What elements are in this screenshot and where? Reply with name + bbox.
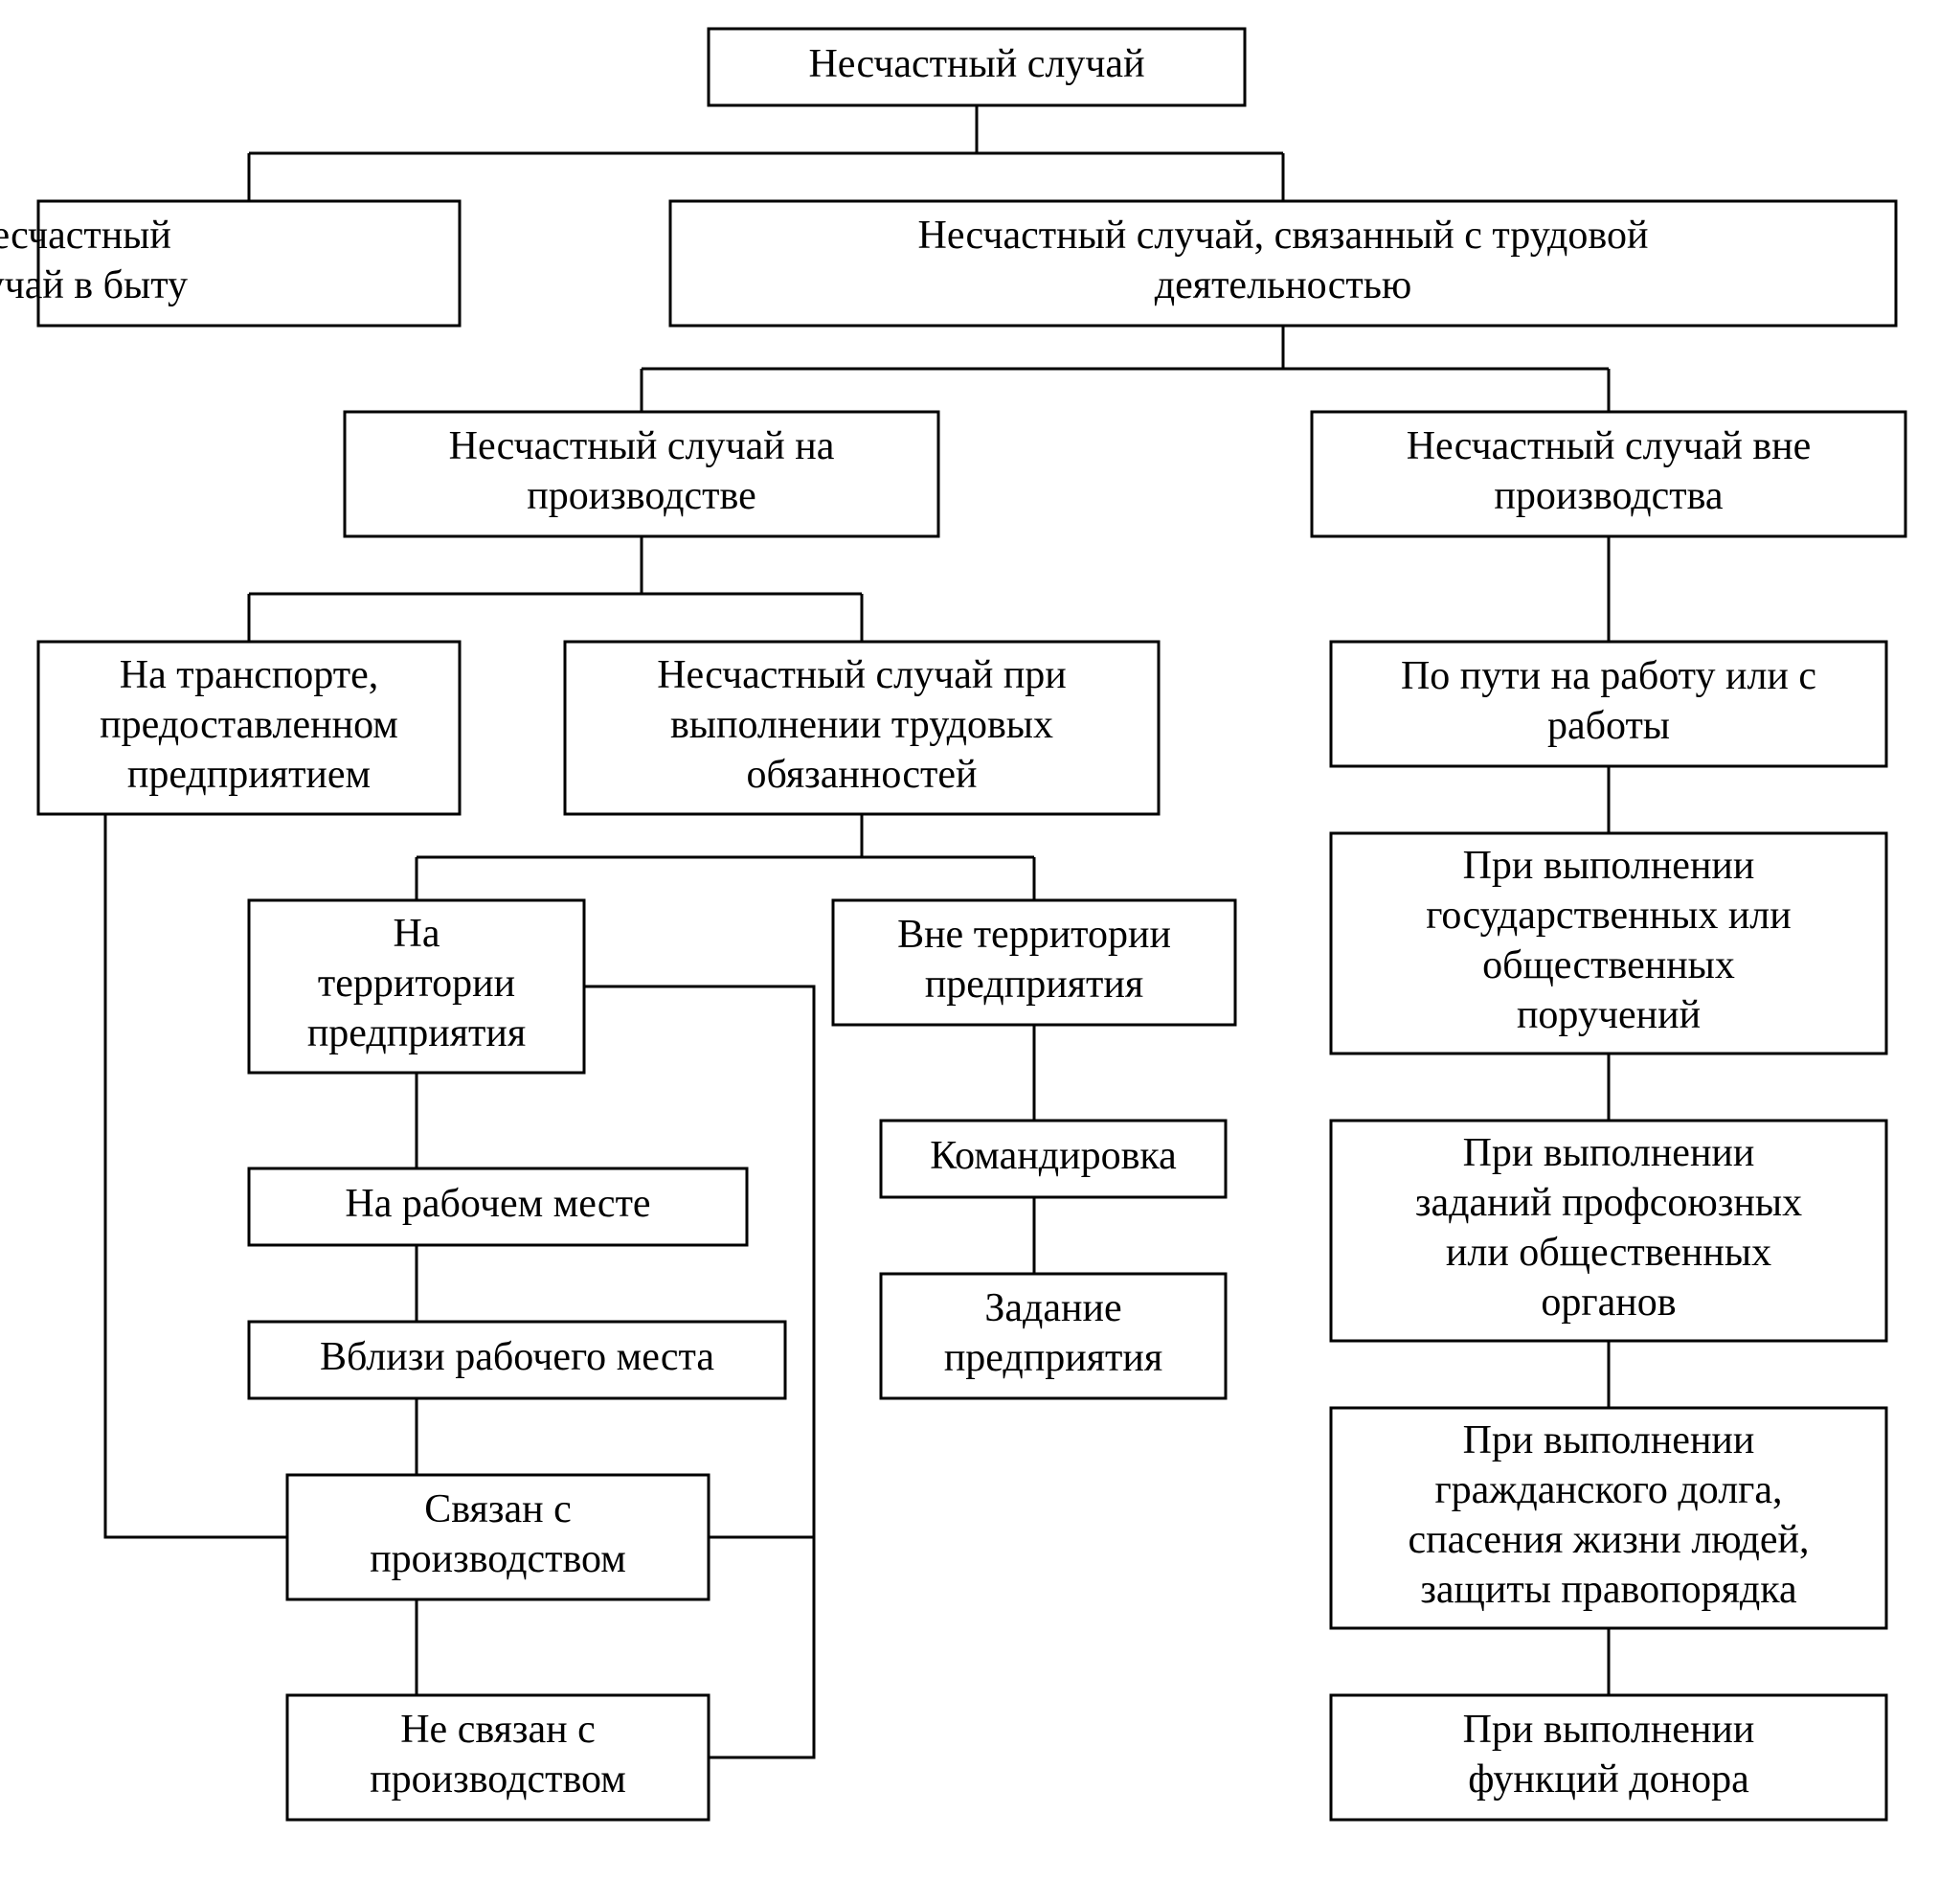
node-label: Вблизи рабочего места — [320, 1335, 714, 1379]
node-label: На транспорте,предоставленномпредприятие… — [100, 653, 398, 797]
node-trip: Командировка — [881, 1121, 1226, 1197]
node-commute: По пути на работу или сработы — [1331, 642, 1886, 766]
node-task: Заданиепредприятия — [881, 1274, 1226, 1398]
node-label: На рабочем месте — [345, 1182, 650, 1226]
node-related: Связан спроизводством — [287, 1475, 709, 1599]
node-transport: На транспорте,предоставленномпредприятие… — [38, 642, 460, 814]
node-offprod: Несчастный случай внепроизводства — [1312, 412, 1905, 536]
node-home: Несчастныйслучай в быту — [0, 201, 460, 326]
node-duties: Несчастный случай привыполнении трудовых… — [565, 642, 1159, 814]
node-union: При выполнениизаданий профсоюзныхили общ… — [1331, 1121, 1886, 1341]
node-donor: При выполнениифункций донора — [1331, 1695, 1886, 1820]
node-work: Несчастный случай, связанный с трудовойд… — [670, 201, 1896, 326]
node-offsite: Вне территориипредприятия — [833, 900, 1235, 1025]
node-label: Несчастный случай — [808, 42, 1144, 86]
node-near: Вблизи рабочего места — [249, 1322, 785, 1398]
node-label: Командировка — [930, 1134, 1177, 1178]
node-onprod: Несчастный случай напроизводстве — [345, 412, 938, 536]
node-onsite: Натерриториипредприятия — [249, 900, 584, 1073]
node-state: При выполнениигосударственных илиобществ… — [1331, 833, 1886, 1054]
node-root: Несчастный случай — [709, 29, 1245, 105]
node-civic: При выполнениигражданского долга,спасени… — [1331, 1408, 1886, 1628]
node-workplace: На рабочем месте — [249, 1168, 747, 1245]
node-unrelated: Не связан спроизводством — [287, 1695, 709, 1820]
